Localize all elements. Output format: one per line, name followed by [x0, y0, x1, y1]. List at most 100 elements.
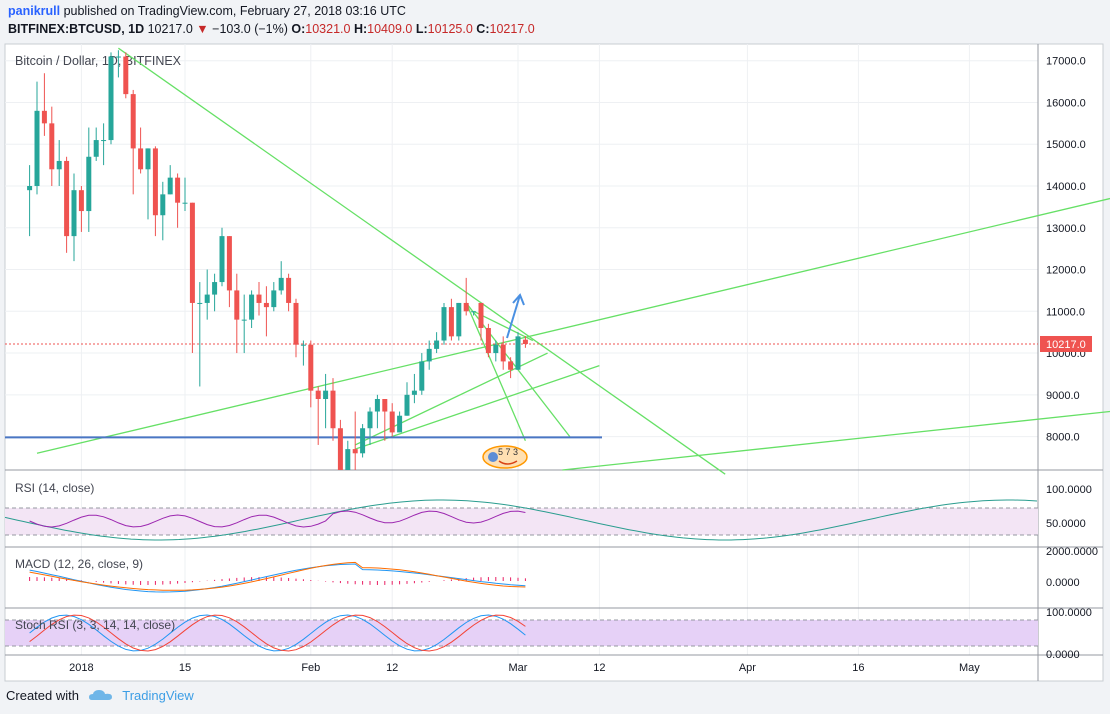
indicator-label: Stoch RSI (3, 3, 14, 14, close) [15, 618, 175, 632]
candle-body [182, 202, 188, 204]
price-tick-label: 14000.0 [1046, 181, 1086, 193]
tradingview-cloud-icon [88, 690, 112, 700]
price-axis[interactable]: 17000.0 16000.0 15000.0 14000.0 13000.0 12000… [1040, 56, 1098, 661]
candle-body [219, 236, 225, 283]
candle-body [249, 294, 255, 320]
candle-body [352, 449, 358, 454]
tradingview-brand[interactable]: TradingView [122, 688, 194, 703]
candle-body [138, 148, 144, 170]
indicator-tick-label: 0.0000 [1046, 649, 1080, 661]
candle-body [263, 302, 269, 308]
candle-body [323, 390, 329, 399]
candle-body [389, 411, 395, 433]
published-text: published on TradingView.com, February 2… [63, 4, 406, 18]
candle-body [374, 399, 380, 412]
stoch-band [5, 620, 1038, 646]
symbol-label: BITFINEX:BTCUSD, 1D [8, 22, 145, 36]
candle-body [522, 339, 528, 344]
candle-body [93, 140, 99, 157]
candle-body [197, 302, 203, 304]
candle-body [189, 202, 195, 303]
candle-body [49, 123, 55, 170]
candle-body [167, 177, 173, 195]
candle-body [27, 186, 33, 191]
time-tick-label: May [959, 662, 980, 674]
last-price-tag-label: 10217.0 [1046, 339, 1086, 351]
last-price-tag [1040, 335, 1092, 352]
trend-line [36, 197, 1110, 454]
footer: Created with TradingView [6, 688, 194, 703]
candle-body [286, 277, 292, 303]
chart-canvas[interactable]: Bitcoin / Dollar, 1D, BITFINEX 17000.0 16… [0, 0, 1110, 682]
pane-separators [5, 44, 1103, 681]
candle-body [441, 307, 447, 341]
time-tick-label: 12 [386, 662, 398, 674]
indicator-tick-label: 100.0000 [1046, 484, 1092, 496]
low-value: 10125.0 [427, 22, 473, 36]
time-tick-label: 16 [852, 662, 864, 674]
candle-body [175, 177, 181, 203]
candle-body [101, 140, 107, 142]
down-arrow-icon: ▼ [196, 22, 209, 36]
indicator-tick-label: 2000.0000 [1046, 546, 1098, 558]
candle-body [337, 428, 343, 470]
trend-line [118, 47, 726, 475]
trend-drawings [5, 47, 1110, 475]
candle-body [411, 390, 417, 395]
price-tick-label: 8000.0 [1046, 432, 1080, 444]
high-value: 10409.0 [367, 22, 413, 36]
candle-body [478, 302, 484, 328]
candle-body [293, 302, 299, 345]
price-tick-label: 16000.0 [1046, 97, 1086, 109]
candle-body [204, 294, 210, 303]
candle-body [308, 344, 314, 391]
candle-body [300, 344, 306, 346]
price-tick-label: 12000.0 [1046, 265, 1086, 277]
rsi-line [29, 510, 526, 528]
candle-body [515, 336, 521, 370]
candle-body [278, 277, 284, 291]
candle-body [426, 348, 432, 362]
candle-body [71, 190, 77, 237]
svg-text:5 7 3: 5 7 3 [498, 447, 518, 457]
low-label: L: [415, 22, 428, 36]
trend-line [465, 302, 526, 442]
time-tick-label: Feb [301, 662, 320, 674]
publish-info: panikrull published on TradingView.com, … [8, 4, 406, 18]
time-tick-label: 12 [593, 662, 605, 674]
symbol-line: BITFINEX:BTCUSD, 1D 10217.0 ▼ −103.0 (−1… [8, 22, 535, 36]
candle-body [508, 361, 514, 370]
time-tick-label: 15 [179, 662, 191, 674]
price-tick-label: 9000.0 [1046, 390, 1080, 402]
candle-body [212, 282, 218, 295]
candle-body [434, 340, 440, 349]
chart-frame [4, 43, 1104, 682]
time-axis[interactable]: 2018 15 Feb 12 Mar 12 Apr 16 May [69, 662, 980, 674]
candle-body [463, 302, 469, 312]
smile-badge-icon[interactable]: 5 7 3 [482, 445, 528, 469]
candle-body [382, 399, 388, 412]
trend-line [354, 364, 600, 450]
candle-body [86, 156, 92, 212]
author-name[interactable]: panikrull [8, 4, 61, 18]
candle-body [115, 56, 121, 58]
candle-body [485, 328, 491, 354]
candle-body [256, 294, 262, 303]
candle-body [500, 344, 506, 362]
close-label: C: [476, 22, 490, 36]
indicator-label: RSI (14, close) [15, 481, 94, 495]
price-change: −103.0 (−1%) [212, 22, 288, 36]
indicator-panes: RSI (14, close) MACD (12, 26, close, 9) St… [4, 481, 1038, 652]
candle-body [234, 290, 240, 320]
indicator-tick-label: 100.0000 [1046, 607, 1092, 619]
open-value: 10321.0 [305, 22, 351, 36]
high-label: H: [353, 22, 368, 36]
signal-line [29, 561, 526, 591]
price-tick-label: 15000.0 [1046, 139, 1086, 151]
time-tick-label: 2018 [69, 662, 93, 674]
candle-body [397, 415, 403, 433]
candle-body [226, 236, 232, 291]
candle-body [448, 307, 454, 337]
chart-title: Bitcoin / Dollar, 1D, BITFINEX [15, 54, 182, 68]
candle-body [64, 160, 70, 237]
